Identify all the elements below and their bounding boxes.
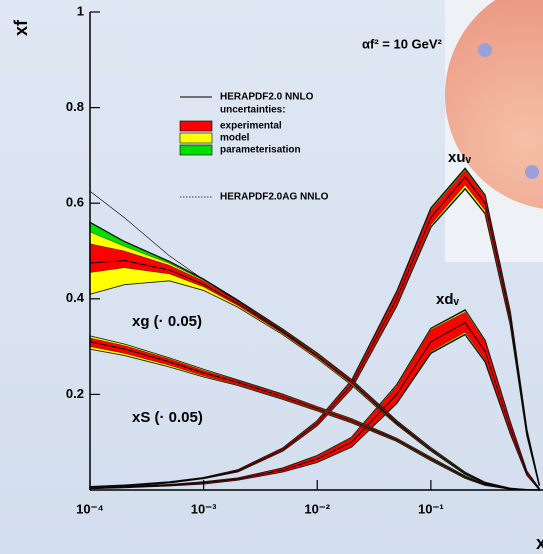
x-tick-label: 10⁻¹ [418,501,444,516]
x-axis-label: x [536,533,543,553]
curve-label: xS (· 0.05) [132,409,203,426]
curve-label: xuᵥ [448,149,472,166]
legend-label: HERAPDF2.0 NNLO [220,92,314,103]
y-tick-label: 0.6 [66,195,84,210]
legend-swatch [179,132,213,144]
legend-label: HERAPDF2.0AG NNLO [220,192,329,203]
central-line [89,341,540,491]
plot-area [89,167,540,492]
legend-label: parameterisation [220,145,301,156]
legend: HERAPDF2.0 NNLO uncertainties: HERAPDF2.… [179,92,329,203]
curve-label: xg (· 0.05) [132,313,202,330]
proton-illustration [445,0,543,209]
legend-swatch [179,120,213,132]
quark-dot [478,43,492,57]
y-axis-label: xf [11,19,31,36]
uncertainty-band [89,170,540,488]
ag-line [89,191,540,491]
legend-label: model [220,133,250,144]
y-tick-label: 0.4 [66,290,85,305]
x-tick-label: 10⁻³ [191,501,217,516]
annotation: αf² = 10 GeV² [362,36,443,51]
x-tick-label: 10⁻⁴ [76,501,104,516]
legend-swatch [179,144,213,156]
central-line [89,322,540,490]
curve-label: xdᵥ [436,291,460,308]
y-tick-label: 1 [77,3,84,18]
legend-heading: uncertainties: [220,105,286,116]
y-tick-label: 0.8 [66,99,84,114]
x-tick-label: 10⁻² [304,501,330,516]
y-tick-label: 0.2 [66,386,84,401]
quark-dot [525,165,539,179]
legend-label: experimental [220,121,282,132]
